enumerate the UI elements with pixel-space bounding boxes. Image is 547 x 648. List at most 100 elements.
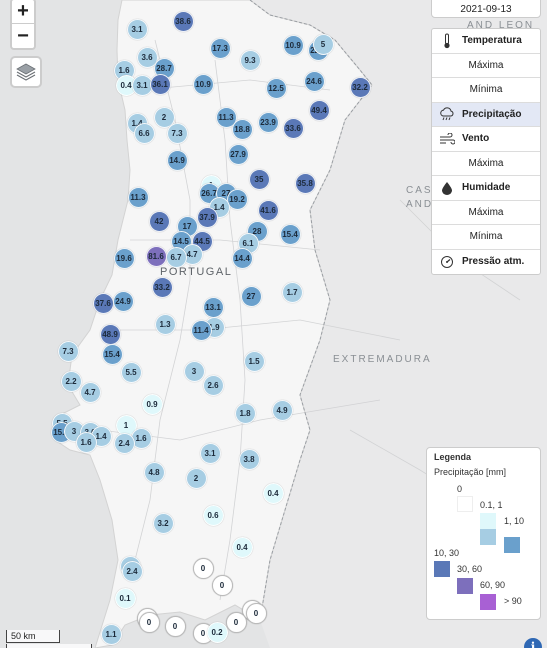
station-marker[interactable]: 7.3 [57,340,79,362]
station-marker[interactable]: 4.8 [143,461,165,483]
legend-label: 0.1, 1 [480,500,503,510]
station-marker[interactable]: 33.2 [151,276,173,298]
station-marker[interactable]: 38.6 [172,10,194,32]
station-marker[interactable]: 3.1 [126,18,148,40]
thermometer-icon [438,33,456,49]
menu-item-mínima[interactable]: Mínima [432,78,540,103]
station-marker[interactable]: 0 [164,615,186,637]
legend-swatch [480,529,496,545]
station-marker[interactable]: 11.3 [127,186,149,208]
station-marker[interactable]: 17.3 [209,37,231,59]
station-marker[interactable]: 2 [185,467,207,489]
station-marker[interactable]: 1.1 [100,623,122,645]
zoom-in-button[interactable]: + [12,0,34,24]
station-marker[interactable]: 0 [138,611,160,633]
station-marker[interactable]: 19.2 [226,188,248,210]
station-marker[interactable]: 36.1 [149,73,171,95]
station-marker[interactable]: 13.1 [202,296,224,318]
menu-item-pressão-atm[interactable]: Pressão atm. [432,250,540,275]
menu-item-precipitação[interactable]: Precipitação [432,102,540,127]
station-marker[interactable]: 81.6 [145,245,167,267]
station-marker[interactable]: 11.3 [215,106,237,128]
station-marker[interactable]: 37.9 [196,206,218,228]
station-marker[interactable]: 4.7 [79,381,101,403]
info-icon[interactable]: i [524,638,542,648]
station-marker[interactable]: 0.4 [262,482,284,504]
menu-item-label: Pressão atm. [462,256,525,268]
station-marker[interactable]: 35 [248,168,270,190]
menu-item-label: Vento [462,133,490,145]
station-marker[interactable]: 14.9 [166,149,188,171]
station-marker[interactable]: 23.9 [257,111,279,133]
scale-label: 50 km [6,630,60,643]
station-marker[interactable]: 41.6 [257,199,279,221]
scale-bar-secondary [6,644,92,648]
station-marker[interactable]: 7.3 [166,122,188,144]
station-marker[interactable]: 1.7 [281,281,303,303]
station-marker[interactable]: 6.7 [165,246,187,268]
station-marker[interactable]: 0 [245,602,267,624]
station-marker[interactable]: 5.5 [120,361,142,383]
station-marker[interactable]: 14.4 [231,247,253,269]
station-marker[interactable]: 0 [211,574,233,596]
station-marker[interactable]: 0 [192,557,214,579]
station-marker[interactable]: 27 [240,285,262,307]
layers-button[interactable] [10,56,42,88]
station-marker[interactable]: 18.8 [231,118,253,140]
station-marker[interactable]: 27.9 [227,143,249,165]
variable-menu: Temperatura Máxima Mínima Precipitação Vento… [431,28,541,275]
station-marker[interactable]: 2.6 [202,374,224,396]
station-marker[interactable]: 3 [183,360,205,382]
station-marker[interactable]: 0.2 [206,621,228,643]
station-marker[interactable]: 2 [153,106,175,128]
station-marker[interactable]: 3.2 [152,512,174,534]
station-marker[interactable]: 0.9 [141,393,163,415]
station-marker[interactable]: 1.3 [154,313,176,335]
station-marker[interactable]: 1.6 [75,431,97,453]
station-marker[interactable]: 28.7 [153,57,175,79]
station-marker[interactable]: 10.9 [282,34,304,56]
station-marker[interactable]: 35.8 [294,172,316,194]
station-marker[interactable]: 3.8 [238,448,260,470]
station-marker[interactable]: 15.4 [279,223,301,245]
station-marker[interactable]: 49.4 [308,99,330,121]
station-marker[interactable]: 11.4 [190,319,212,341]
station-marker[interactable]: 6.6 [133,122,155,144]
station-marker[interactable]: 10.9 [192,73,214,95]
station-marker[interactable]: 24.6 [303,70,325,92]
station-marker[interactable]: 3.6 [136,46,158,68]
station-marker[interactable]: 0.4 [231,536,253,558]
menu-item-humidade[interactable]: Humidade [432,176,540,201]
menu-item-vento[interactable]: Vento [432,127,540,152]
station-marker[interactable]: 0.6 [202,504,224,526]
station-marker[interactable]: 5 [312,33,334,55]
station-marker[interactable]: 1 [115,414,137,436]
menu-item-máxima[interactable]: Máxima [432,201,540,225]
station-marker[interactable]: 3.1 [199,442,221,464]
legend-label: 1, 10 [504,516,525,526]
station-marker[interactable]: 12.5 [265,77,287,99]
station-marker[interactable]: 0 [225,611,247,633]
station-marker[interactable]: 32.2 [349,76,371,98]
station-marker[interactable]: 33.6 [282,117,304,139]
station-marker[interactable]: 1.5 [243,350,265,372]
station-marker[interactable]: 1.8 [234,402,256,424]
station-marker[interactable]: 9.3 [239,49,261,71]
menu-item-temperatura[interactable]: Temperatura [432,29,540,54]
legend-panel: Legenda Precipitação [mm] 0 0.1, 1 1, 10 10… [426,447,541,620]
station-marker[interactable]: 0.1 [114,587,136,609]
station-marker[interactable]: 37.6 [92,292,114,314]
station-marker[interactable]: 24.9 [112,290,134,312]
menu-item-mínima[interactable]: Mínima [432,225,540,250]
station-marker[interactable]: 19.6 [113,247,135,269]
station-marker[interactable]: 4.9 [271,399,293,421]
menu-item-máxima[interactable]: Máxima [432,152,540,176]
zoom-out-button[interactable]: − [17,24,29,47]
station-marker[interactable]: 2.2 [60,370,82,392]
station-marker[interactable]: 15.4 [101,343,123,365]
station-marker[interactable]: 2.4 [113,432,135,454]
station-marker[interactable]: 42 [148,210,170,232]
station-marker[interactable]: 2.4 [121,560,143,582]
menu-item-máxima[interactable]: Máxima [432,54,540,78]
station-marker[interactable]: 48.9 [99,323,121,345]
